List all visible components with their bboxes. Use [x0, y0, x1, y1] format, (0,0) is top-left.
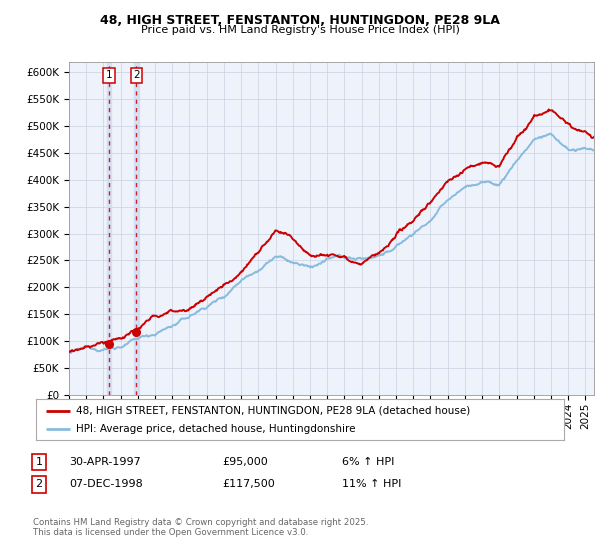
Text: £117,500: £117,500 — [222, 479, 275, 489]
Text: 2: 2 — [35, 479, 43, 489]
Text: 11% ↑ HPI: 11% ↑ HPI — [342, 479, 401, 489]
Text: 30-APR-1997: 30-APR-1997 — [69, 457, 141, 467]
Text: 48, HIGH STREET, FENSTANTON, HUNTINGDON, PE28 9LA: 48, HIGH STREET, FENSTANTON, HUNTINGDON,… — [100, 14, 500, 27]
Text: 48, HIGH STREET, FENSTANTON, HUNTINGDON, PE28 9LA (detached house): 48, HIGH STREET, FENSTANTON, HUNTINGDON,… — [76, 405, 470, 416]
Text: 2: 2 — [133, 70, 140, 80]
Text: 1: 1 — [35, 457, 43, 467]
Bar — [134, 62, 139, 395]
Text: 07-DEC-1998: 07-DEC-1998 — [69, 479, 143, 489]
Text: HPI: Average price, detached house, Huntingdonshire: HPI: Average price, detached house, Hunt… — [76, 424, 355, 434]
Text: 1: 1 — [106, 70, 112, 80]
Text: Contains HM Land Registry data © Crown copyright and database right 2025.
This d: Contains HM Land Registry data © Crown c… — [33, 518, 368, 538]
Text: 6% ↑ HPI: 6% ↑ HPI — [342, 457, 394, 467]
Bar — [107, 62, 111, 395]
Text: £95,000: £95,000 — [222, 457, 268, 467]
Text: Price paid vs. HM Land Registry's House Price Index (HPI): Price paid vs. HM Land Registry's House … — [140, 25, 460, 35]
